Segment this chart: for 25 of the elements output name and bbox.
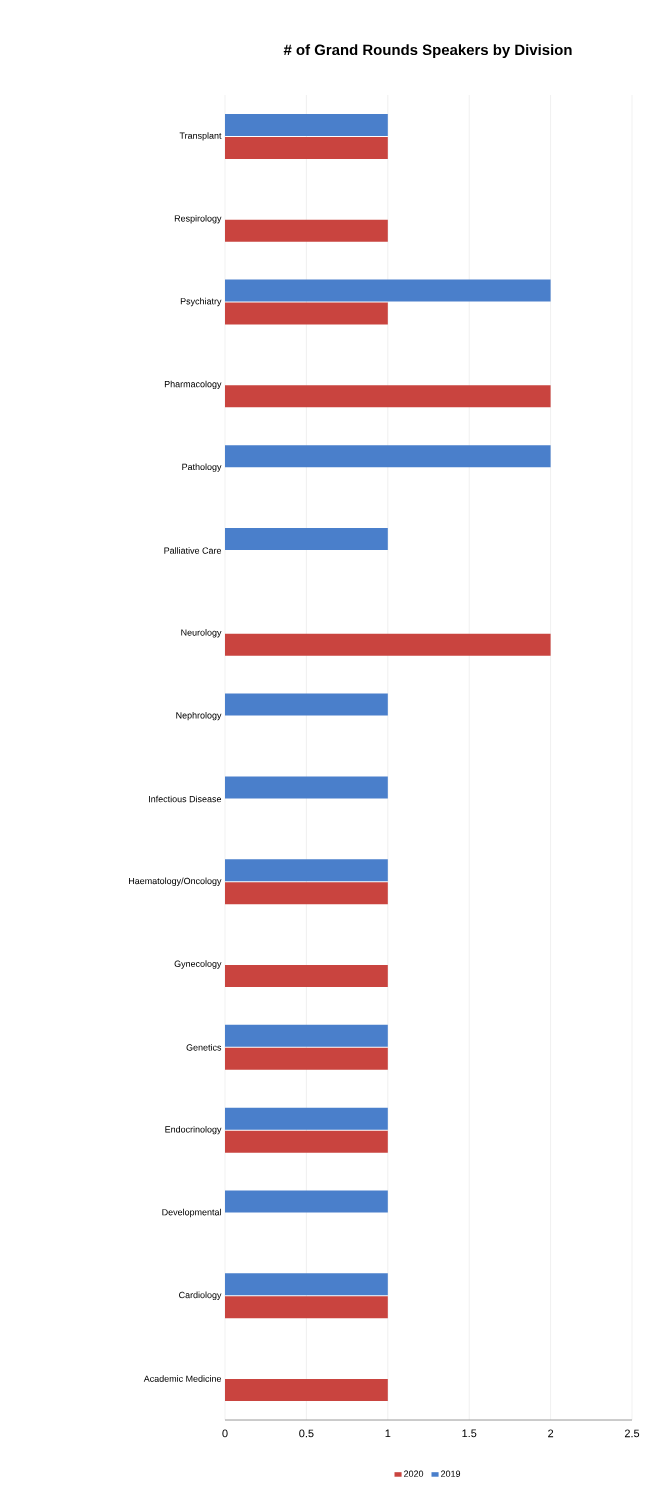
legend-label: 2020: [404, 1470, 424, 1477]
y-tick-label: Genetics: [186, 1044, 222, 1051]
x-tick-label: 2: [548, 1429, 554, 1438]
x-tick-label: 2.5: [624, 1429, 640, 1438]
y-tick-label: Neurology: [181, 629, 222, 638]
y-tick-label: Cardiology: [179, 1291, 222, 1300]
y-tick-label: Haematology/Oncology: [129, 877, 222, 886]
x-tick-label: 1.5: [462, 1429, 477, 1438]
x-tick-label: 1: [385, 1429, 391, 1438]
y-tick-label: Pharmacology: [164, 380, 222, 390]
x-tick-label: 0.5: [299, 1429, 314, 1438]
y-tick-label: Developmental: [162, 1208, 221, 1218]
y-tick-label: Infectious Disease: [149, 795, 222, 803]
y-tick-label: Nephrology: [176, 711, 222, 721]
y-tick-label: Transplant: [179, 132, 222, 141]
y-tick-label: Academic Medicine: [143, 1375, 222, 1382]
y-tick-label: Palliative Care: [164, 547, 222, 554]
chart-title: # of Grand Rounds Speakers by Division: [283, 44, 572, 59]
y-tick-label: Respirology: [174, 215, 222, 224]
legend-label: 2019: [441, 1470, 461, 1477]
y-tick-label: Pathology: [182, 463, 222, 472]
y-tick-label: Gynecology: [174, 960, 222, 969]
x-tick-label: 0: [222, 1429, 228, 1438]
y-tick-label: Psychiatry: [180, 297, 222, 307]
y-tick-label: Endocrinology: [165, 1125, 222, 1135]
